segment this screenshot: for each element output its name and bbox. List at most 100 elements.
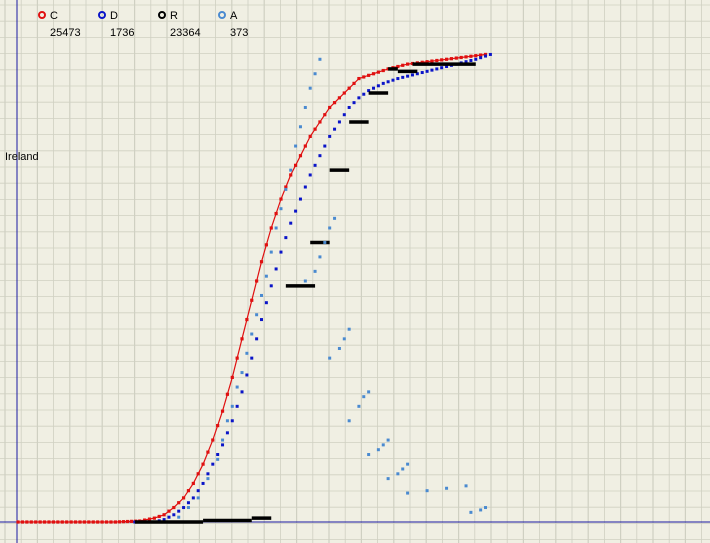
legend-label-C: C <box>50 10 58 22</box>
series-C-point <box>113 520 117 524</box>
series-C-point <box>82 520 87 524</box>
series-D-point <box>284 236 288 240</box>
series-A-point <box>347 327 351 331</box>
series-C-point <box>152 516 156 520</box>
series-C-point <box>318 120 322 124</box>
series-A-point <box>235 385 239 389</box>
series-D-point <box>337 120 341 124</box>
series-D-point <box>386 80 390 84</box>
series-C-point <box>216 424 220 428</box>
series-C-point <box>362 75 366 79</box>
legend-label-R: R <box>170 10 178 22</box>
series-D-point <box>186 501 190 505</box>
series-A-point <box>347 419 351 423</box>
series-A <box>177 57 488 519</box>
series-C-point <box>328 105 332 110</box>
series-D-point <box>245 373 249 377</box>
series-C-point <box>240 337 244 341</box>
series-C-point <box>401 63 405 67</box>
series-A-point <box>357 404 361 408</box>
series-C-point <box>469 54 473 58</box>
series-C-point <box>91 520 95 524</box>
series-C-point <box>308 134 312 138</box>
series-C-point <box>69 520 73 524</box>
series-C-point <box>430 59 434 63</box>
series-D-point <box>289 221 293 225</box>
series-C-point <box>259 260 264 264</box>
series-C-point <box>125 519 130 524</box>
series-A-point <box>362 395 366 399</box>
series-C-point <box>34 520 38 524</box>
series-A-point <box>367 390 371 394</box>
series-D-point <box>221 443 225 447</box>
series-C-point <box>167 509 171 513</box>
series-D-point <box>347 105 351 109</box>
series-A-point <box>230 404 234 408</box>
series-C-point <box>42 520 47 524</box>
series-D-point <box>410 73 414 77</box>
series-C-point <box>245 317 249 322</box>
series-A-point <box>250 332 254 336</box>
series-C-point <box>157 514 161 519</box>
series-A-point <box>313 269 317 273</box>
series-D-point <box>235 404 239 408</box>
series-C-point <box>435 58 439 63</box>
series-A-point <box>396 472 400 476</box>
series-C-point <box>60 520 64 524</box>
series-C-point <box>347 86 351 90</box>
series-A-point <box>386 438 390 442</box>
series-layer <box>16 52 492 524</box>
legend: C 25473 D 1736 R 23364 A 373 <box>38 10 248 39</box>
series-D-point <box>196 489 200 493</box>
series-D-point <box>367 89 371 93</box>
series-A-point <box>216 457 220 461</box>
series-C-point <box>464 55 468 59</box>
series-A-point <box>303 105 307 109</box>
series-C-point <box>235 356 239 360</box>
series-C-point <box>396 64 400 69</box>
series-D-point <box>488 52 492 56</box>
legend-marker-A <box>218 11 226 19</box>
series-C-point <box>323 113 327 117</box>
series-A-point <box>484 506 488 510</box>
series-C-point <box>20 520 25 524</box>
series-D-point <box>230 419 234 423</box>
series-C-point <box>454 56 458 60</box>
series-C-point <box>117 520 122 524</box>
series-A-point <box>240 371 244 375</box>
legend-count-C: 25473 <box>50 27 81 39</box>
series-C-point <box>255 279 259 283</box>
series-A-point <box>337 346 341 350</box>
series-A-point <box>289 168 293 172</box>
series-C-point <box>332 101 337 105</box>
series-C-point <box>196 472 200 476</box>
series-C-point <box>371 72 376 76</box>
series-C-point <box>56 520 60 524</box>
series-C-point <box>479 53 483 57</box>
series-A-point <box>274 226 278 230</box>
legend-label-D: D <box>110 10 118 22</box>
series-C-point <box>206 450 210 454</box>
series-A-point <box>196 496 200 500</box>
series-C-point <box>342 91 346 95</box>
series-C-point <box>191 481 195 486</box>
series-A-point <box>328 226 332 230</box>
series-D-point <box>440 66 444 70</box>
series-D-point <box>425 69 429 73</box>
series-C-line <box>18 53 486 523</box>
series-D-point <box>269 284 273 288</box>
series-D-point <box>216 453 220 457</box>
series-C-point <box>211 438 215 442</box>
series-A-point <box>279 207 283 211</box>
series-C-point <box>313 127 317 131</box>
series-A-point <box>255 313 259 317</box>
series-A-point <box>406 491 410 495</box>
series-A-point <box>479 508 483 512</box>
series-D-point <box>191 496 195 500</box>
series-C-point <box>220 409 225 413</box>
series-D-point <box>362 92 366 96</box>
series-D-point <box>308 173 312 177</box>
series-D-point <box>225 431 229 435</box>
series-A-point <box>260 293 263 297</box>
